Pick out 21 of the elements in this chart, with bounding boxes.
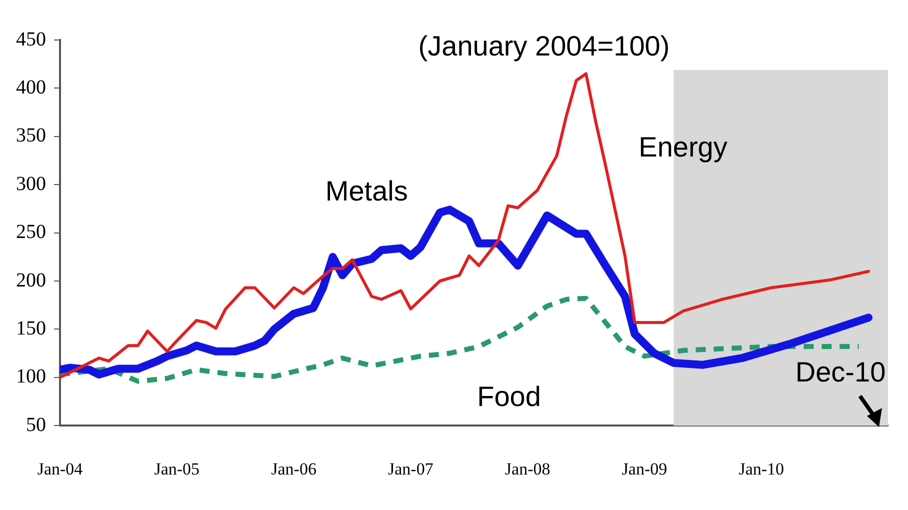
y-tick-label: 350 [16,124,46,147]
y-tick-label: 300 [16,172,46,195]
series-label: Food [477,381,541,412]
annotation: Dec-10 [795,356,886,388]
series-label: Energy [638,131,728,162]
y-tick-label: 50 [26,414,46,436]
chart-subtitle: (January 2004=100) [418,30,670,62]
y-tick-label: 400 [16,76,46,98]
y-tick-label: 250 [16,221,46,244]
y-tick-label: 450 [16,28,46,50]
x-tick-label: Jan-05 [154,459,200,478]
x-tick-label: Jan-04 [37,459,84,478]
x-tick-label: Jan-08 [504,459,550,478]
y-tick-label: 200 [16,269,46,292]
x-tick-label: Jan-07 [388,459,434,478]
x-tick-label: Jan-09 [622,459,668,478]
y-tick-label: 150 [16,317,46,340]
x-tick-label: Jan-06 [271,459,316,478]
y-tick-label: 100 [16,366,46,388]
series-label: Metals [325,175,408,206]
x-tick-label: Jan-10 [738,459,784,478]
